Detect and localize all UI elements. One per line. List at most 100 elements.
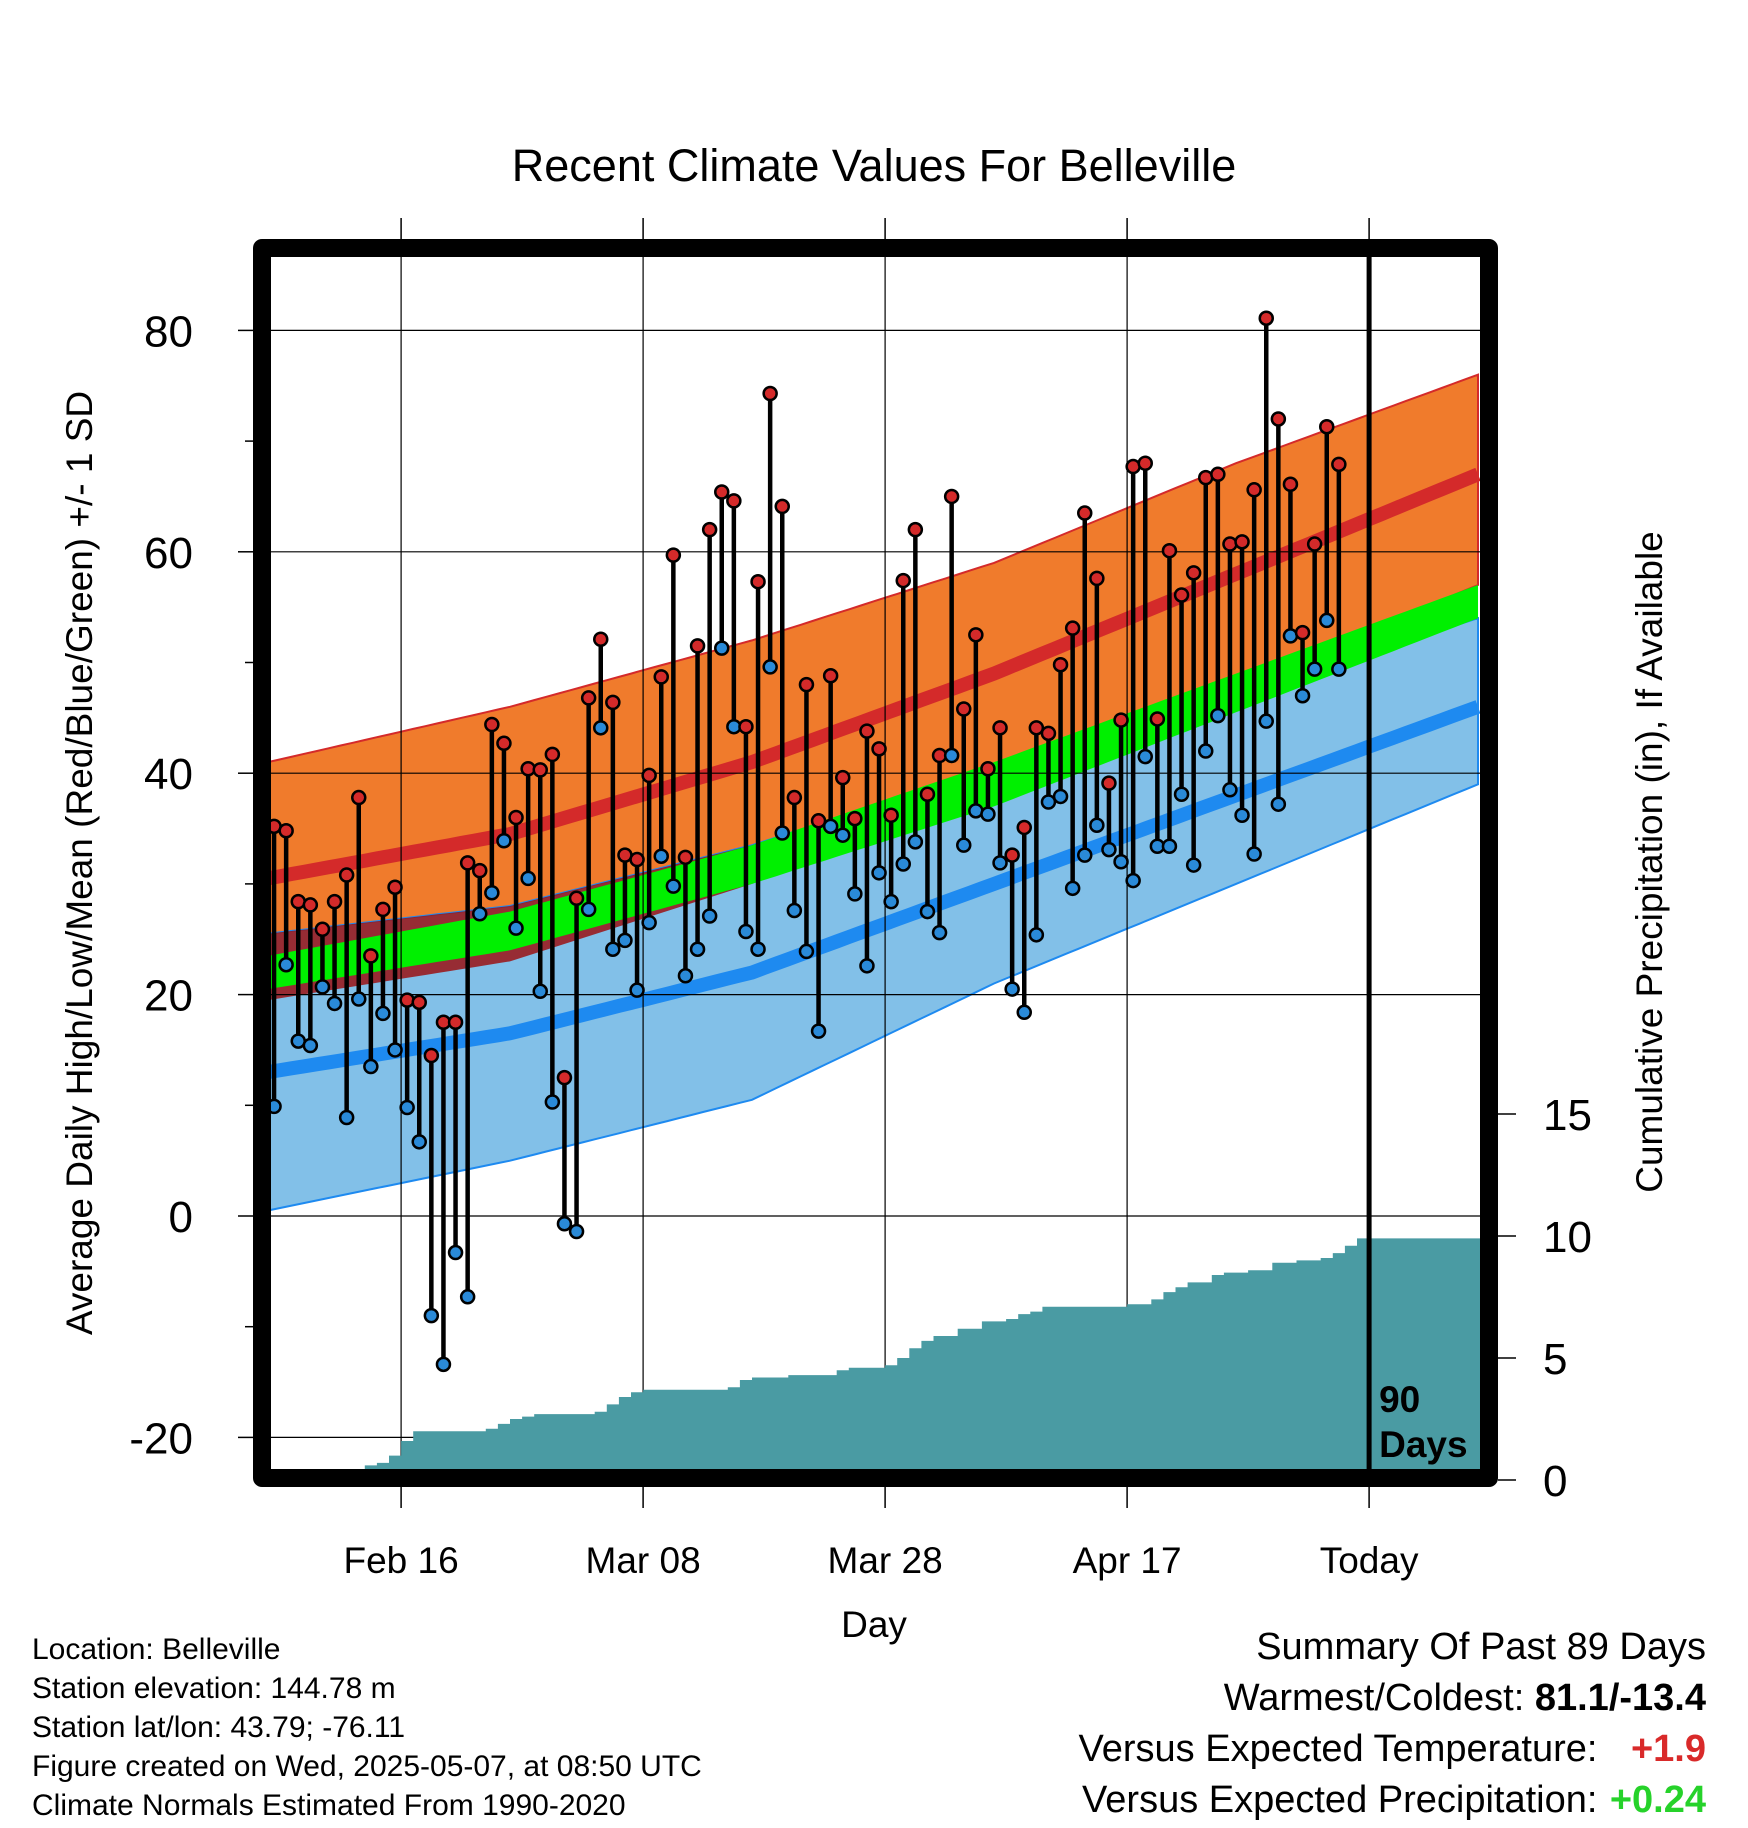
high-point <box>1161 542 1178 559</box>
low-point <box>508 920 524 936</box>
location-text: Location: Belleville <box>32 1633 281 1666</box>
high-point <box>701 521 718 538</box>
low-point <box>931 924 948 941</box>
low-point <box>798 943 815 960</box>
high-point <box>1016 819 1032 836</box>
precip-anomaly-row: Versus Expected Precipitation: +0.24 <box>1079 1775 1706 1826</box>
high-point <box>399 992 415 1008</box>
summary-panel: Summary Of Past 89 Days Warmest/Coldest:… <box>1079 1622 1706 1826</box>
high-point <box>810 813 827 829</box>
high-point <box>593 631 609 648</box>
low-point <box>883 893 899 910</box>
summary-title: Summary Of Past 89 Days <box>1256 1626 1706 1668</box>
low-point <box>871 865 887 881</box>
high-point <box>1306 536 1323 552</box>
high-point <box>980 761 996 777</box>
high-point <box>1173 587 1190 603</box>
high-point <box>665 547 682 563</box>
high-point <box>1331 456 1347 473</box>
low-point <box>399 1099 415 1116</box>
low-point <box>895 856 911 872</box>
y-axis-left-label: Average Daily High/Low/Mean (Red/Blue/Gr… <box>59 391 100 1335</box>
low-point <box>1125 872 1141 889</box>
low-point <box>520 870 536 887</box>
low-point <box>665 878 682 894</box>
high-point <box>278 823 294 839</box>
low-point <box>580 901 597 918</box>
temp-anomaly-row: Versus Expected Temperature: +1.9 <box>1079 1724 1706 1775</box>
high-point <box>605 694 621 711</box>
precip-tick-label: 5 <box>1543 1335 1567 1384</box>
high-point <box>472 862 488 879</box>
high-point <box>798 676 815 693</box>
temp-anomaly-label: Versus Expected Temperature: <box>1078 1728 1598 1770</box>
low-point <box>411 1134 427 1150</box>
low-point <box>593 720 609 736</box>
low-point <box>980 806 996 822</box>
high-point <box>1185 565 1202 581</box>
y-tick-label: 0 <box>169 1193 193 1242</box>
low-point <box>835 827 851 843</box>
low-point <box>689 941 706 957</box>
high-point <box>786 789 803 806</box>
high-point <box>1052 656 1069 673</box>
low-point <box>363 1058 379 1075</box>
y-tick-label: -20 <box>129 1414 193 1463</box>
low-point <box>1319 612 1335 629</box>
today-annotation-days-count: 90 <box>1379 1379 1420 1420</box>
high-point <box>919 786 936 802</box>
low-point <box>822 818 839 835</box>
low-point <box>375 1005 391 1022</box>
precip-area <box>262 1238 1489 1478</box>
high-point <box>1294 624 1311 641</box>
high-point <box>847 810 863 827</box>
normal-bands <box>266 373 1481 1212</box>
daily-series-layer <box>266 310 1347 1373</box>
high-point <box>871 741 887 757</box>
low-point <box>544 1094 561 1110</box>
low-point <box>484 885 500 901</box>
high-point <box>726 493 742 509</box>
low-point <box>701 908 718 924</box>
low-point <box>641 914 657 931</box>
low-point <box>1234 807 1250 824</box>
low-point <box>919 903 936 920</box>
y-tick-label: 40 <box>144 750 193 799</box>
low-point <box>1040 794 1057 810</box>
low-point <box>302 1037 319 1054</box>
low-point <box>1064 880 1081 897</box>
high-point <box>1137 455 1153 471</box>
high-point <box>1089 570 1105 587</box>
high-point <box>1149 711 1166 727</box>
high-point <box>459 855 476 871</box>
low-point <box>1294 687 1311 704</box>
high-point <box>895 572 911 589</box>
precip-anomaly-value: +0.24 <box>1609 1779 1706 1821</box>
high-point <box>859 723 875 739</box>
low-point <box>1016 1004 1032 1021</box>
low-point <box>1052 788 1069 805</box>
high-point <box>1270 411 1287 427</box>
high-point <box>1282 476 1299 493</box>
low-point <box>435 1356 452 1373</box>
latlon-text: Station lat/lon: 43.79; -76.11 <box>32 1711 406 1744</box>
high-point <box>580 690 597 706</box>
high-point <box>423 1047 440 1064</box>
y-tick-label: 60 <box>144 529 193 578</box>
low-point <box>496 832 512 849</box>
chart-title: Recent Climate Values For Belleville <box>512 140 1236 191</box>
x-tick-label: Mar 28 <box>828 1540 943 1581</box>
high-point <box>532 762 548 778</box>
high-point <box>629 851 645 868</box>
x-tick-label: Feb 16 <box>343 1540 458 1581</box>
high-point <box>447 1014 464 1031</box>
plot-frame <box>253 239 1498 1487</box>
low-point <box>1004 981 1020 997</box>
low-point <box>423 1307 440 1324</box>
high-point <box>556 1069 573 1086</box>
temp-anomaly-value: +1.9 <box>1630 1728 1706 1770</box>
low-point <box>314 979 331 995</box>
x-tick-label: Today <box>1320 1540 1419 1581</box>
high-point <box>956 701 972 717</box>
